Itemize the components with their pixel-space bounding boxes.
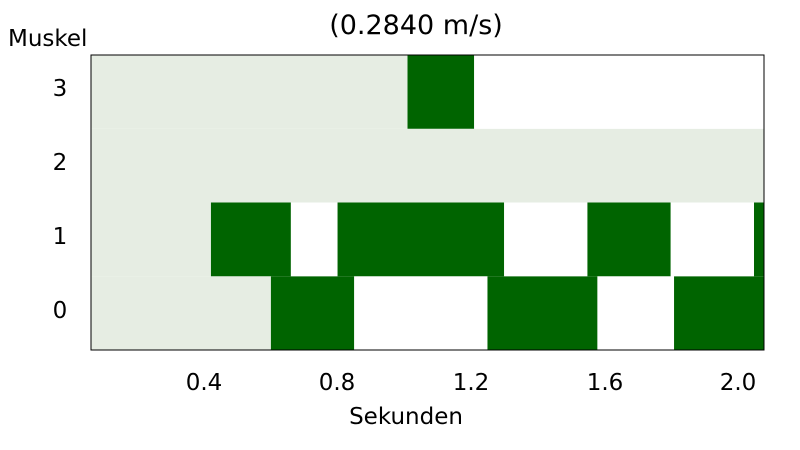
heatmap-cell-muscle-3-active xyxy=(407,55,475,129)
y-tick-label: 2 xyxy=(52,150,68,176)
heatmap-cell-muscle-0-active xyxy=(270,276,355,350)
heatmap-cell-muscle-0-inactive xyxy=(91,276,271,350)
x-tick-label: 1.2 xyxy=(452,370,490,396)
heatmap-cell-muscle-1-inactive xyxy=(91,202,211,277)
heatmap-cell-muscle-0-active xyxy=(674,276,764,350)
heatmap-cell-muscle-1-active xyxy=(337,202,505,277)
x-tick-label: 0.4 xyxy=(185,370,223,396)
y-axis-title: Muskel xyxy=(8,26,88,52)
plot-frame xyxy=(90,54,765,351)
heatmap-cell-muscle-3-off xyxy=(474,55,764,129)
x-tick-label: 0.8 xyxy=(318,370,356,396)
heatmap-cell-muscle-1-off xyxy=(670,202,755,277)
y-tick-label: 1 xyxy=(52,224,68,250)
heatmap-cell-muscle-1-active xyxy=(587,202,671,277)
chart-title: (0.2840 m/s) xyxy=(329,10,503,41)
heatmap-cell-muscle-1-off xyxy=(504,202,588,277)
heatmap-cell-muscle-1-active xyxy=(210,202,291,277)
heatmap-cell-muscle-2-inactive xyxy=(91,128,764,203)
heatmap-cell-muscle-0-off xyxy=(354,276,488,350)
heatmap-cell-muscle-0-active xyxy=(487,276,598,350)
x-tick-label: 1.6 xyxy=(586,370,624,396)
y-tick-label: 3 xyxy=(52,76,68,102)
y-tick-label: 0 xyxy=(52,298,68,324)
x-tick-label: 2.0 xyxy=(719,370,757,396)
x-axis-title: Sekunden xyxy=(349,404,463,430)
heatmap-cell-muscle-1-off xyxy=(290,202,338,277)
heatmap-cell-muscle-1-active xyxy=(754,202,764,277)
heatmap-cell-muscle-3-inactive xyxy=(91,55,408,129)
heatmap-cell-muscle-0-off xyxy=(597,276,675,350)
